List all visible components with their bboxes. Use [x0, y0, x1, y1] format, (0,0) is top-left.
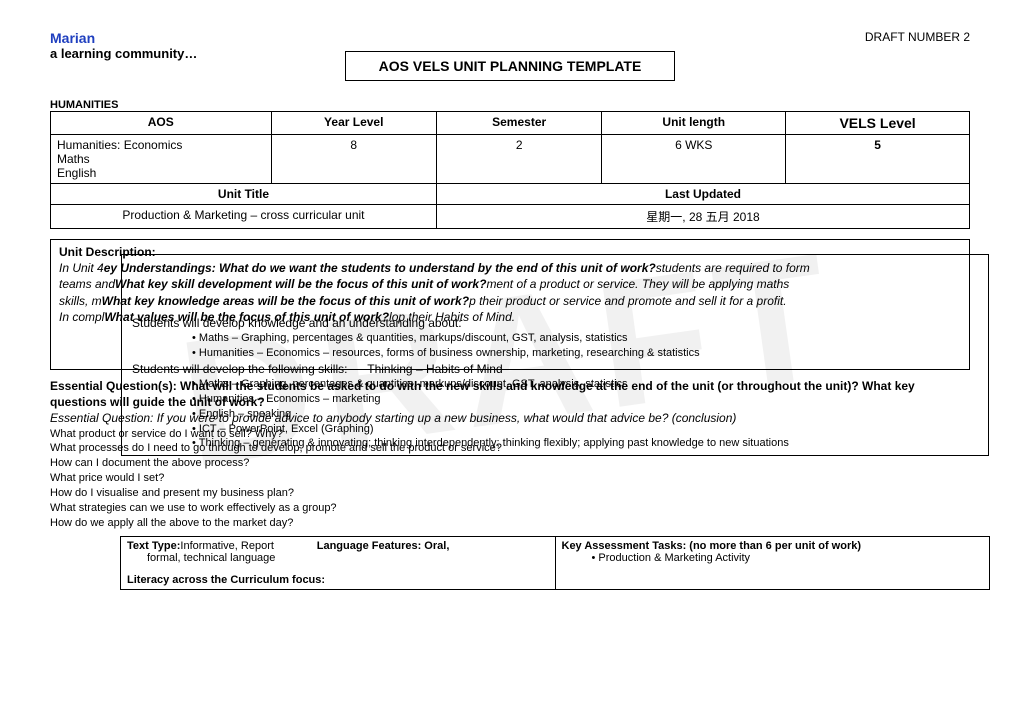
draft-number: DRAFT NUMBER 2: [865, 30, 970, 44]
cell-unit-title: Production & Marketing – cross curricula…: [51, 205, 437, 229]
th-len: Unit length: [602, 112, 786, 135]
lf-label: Language Features: Oral,: [317, 540, 450, 552]
lit-label: Literacy across the Curriculum focus:: [127, 574, 549, 586]
eq-q3: How can I document the above process?: [50, 456, 970, 471]
tt-val: Informative, Report: [180, 540, 274, 552]
desc-l4a: In compl: [59, 310, 104, 324]
kat-label: Key Assessment Tasks: (no more than 6 pe…: [562, 540, 862, 552]
cell-year: 8: [271, 135, 436, 184]
brand-main: Marian: [50, 30, 197, 46]
eq-q2: What processes do I need to go through t…: [50, 441, 970, 456]
th-updated: Last Updated: [436, 184, 969, 205]
tt-sub: formal, technical language: [147, 552, 549, 564]
brand-block: Marian a learning community…: [50, 30, 197, 61]
eq-q4: What price would I set?: [50, 471, 970, 486]
ov-l6: Students will develop the following skil…: [132, 361, 978, 377]
ov-b1: Maths – Graphing, percentages & quantiti…: [192, 331, 978, 346]
cell-aos: Humanities: Economics Maths English: [51, 135, 272, 184]
tt-label: Text Type:: [127, 540, 180, 552]
cell-assessment: Key Assessment Tasks: (no more than 6 pe…: [555, 537, 990, 590]
unit-info-table: AOS Year Level Semester Unit length VELS…: [50, 111, 970, 229]
eq-q1: What product or service do I want to sel…: [50, 427, 970, 442]
desc-l1a: In Unit 4: [59, 261, 104, 275]
assessment-table: Text Type:Informative, Report Language F…: [120, 536, 990, 590]
eq-q6: What strategies can we use to work effec…: [50, 501, 970, 516]
cell-texttype: Text Type:Informative, Report Language F…: [121, 537, 556, 590]
eq-lead: Essential Question: If you were to provi…: [50, 410, 970, 426]
essential-question-box: Essential Question(s): What will the stu…: [50, 378, 970, 530]
brand-sub: a learning community…: [50, 46, 197, 61]
title-box: AOS VELS UNIT PLANNING TEMPLATE: [345, 51, 675, 81]
cell-updated: 星期一, 28 五月 2018: [436, 205, 969, 229]
kat-b1: Production & Marketing Activity: [592, 552, 984, 564]
desc-l3a: skills, m: [59, 294, 102, 308]
eq-q7: How do we apply all the above to the mar…: [50, 516, 970, 531]
th-vels: VELS Level: [786, 112, 970, 135]
cell-len: 6 WKS: [602, 135, 786, 184]
desc-l2a: teams and: [59, 277, 115, 291]
th-aos: AOS: [51, 112, 272, 135]
eq-title: Essential Question(s): What will the stu…: [50, 378, 970, 410]
ov-l5: Students will develop knowledge and an u…: [132, 315, 978, 331]
th-unit-title: Unit Title: [51, 184, 437, 205]
eq-q5: How do I visualise and present my busine…: [50, 486, 970, 501]
cell-sem: 2: [436, 135, 601, 184]
subject-label: HUMANITIES: [50, 99, 970, 111]
th-sem: Semester: [436, 112, 601, 135]
th-year: Year Level: [271, 112, 436, 135]
unit-description-box: Unit Description: In Unit 4ey Understand…: [50, 239, 970, 370]
page-content: Marian a learning community… DRAFT NUMBE…: [50, 30, 970, 590]
ov-b2: Humanities – Economics – resources, form…: [192, 346, 978, 361]
cell-vels: 5: [786, 135, 970, 184]
